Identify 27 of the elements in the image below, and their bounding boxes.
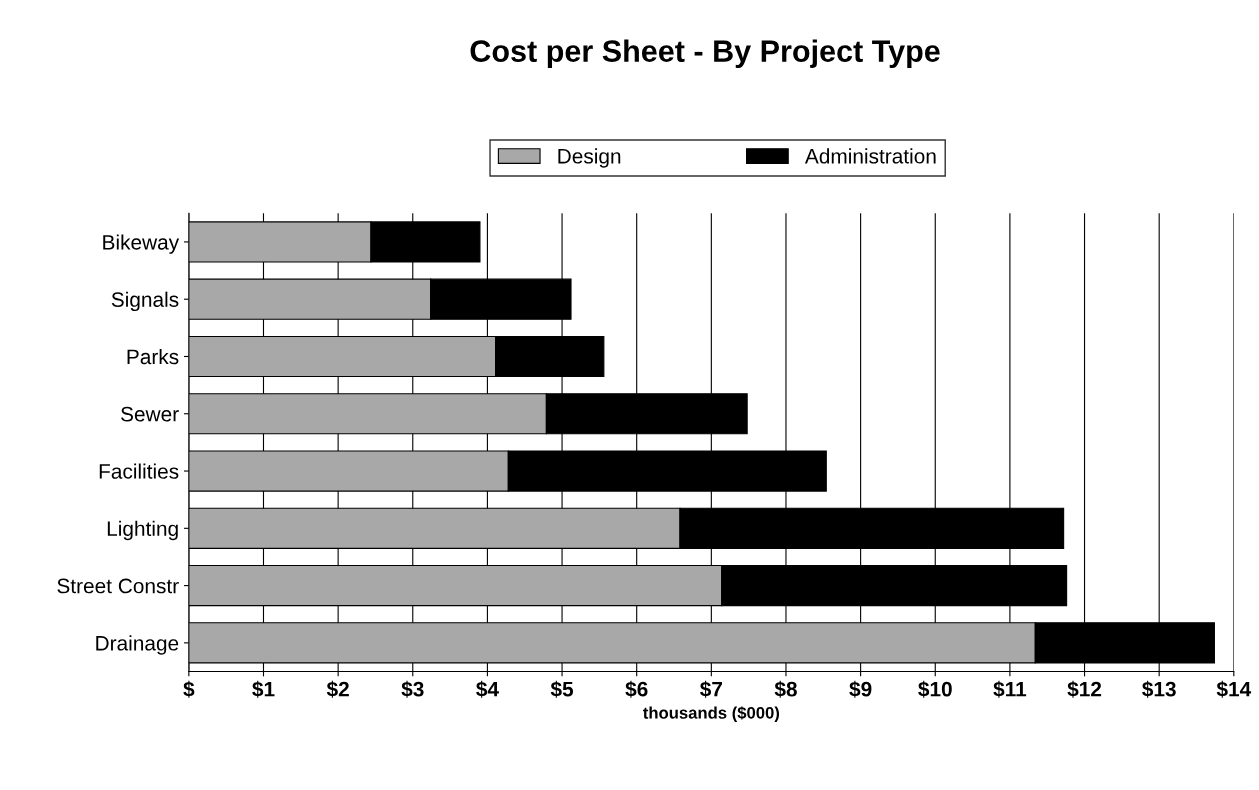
chart-title: Cost per Sheet - By Project Type: [470, 39, 940, 68]
x-tick-label: $11: [993, 680, 1027, 698]
x-tick-label: $14: [1216, 680, 1252, 698]
x-tick-label: $10: [918, 680, 952, 698]
y-tick-label: Lighting: [107, 520, 178, 541]
x-tick-label: $3: [401, 680, 424, 698]
x-tick-label: $5: [550, 680, 574, 698]
x-tick-label: $9: [849, 680, 872, 698]
y-tick-label: Sewer: [121, 406, 179, 422]
x-tick-label: $1: [252, 680, 275, 698]
x-tick-label: $4: [476, 680, 499, 698]
y-tick-label: Signals: [111, 291, 179, 312]
x-tick-label: $7: [700, 680, 723, 698]
legend-label: Administration: [804, 148, 936, 164]
x-tick-label: $12: [1067, 680, 1102, 698]
y-tick-label: Bikeway: [103, 234, 180, 254]
y-tick-label: Parks: [127, 348, 179, 365]
y-tick-label: Street Constr: [57, 578, 179, 594]
x-tick-label: $2: [326, 680, 349, 698]
x-tick-label: $8: [774, 680, 797, 698]
x-axis-title: thousands ($000): [643, 706, 780, 723]
y-tick-label: Drainage: [96, 635, 179, 655]
x-tick-label: $13: [1142, 680, 1176, 698]
legend-label: Design: [558, 148, 621, 168]
x-tick-label: $: [183, 680, 195, 698]
x-tick-label: $6: [625, 680, 648, 698]
y-tick-label: Facilities: [99, 463, 179, 479]
